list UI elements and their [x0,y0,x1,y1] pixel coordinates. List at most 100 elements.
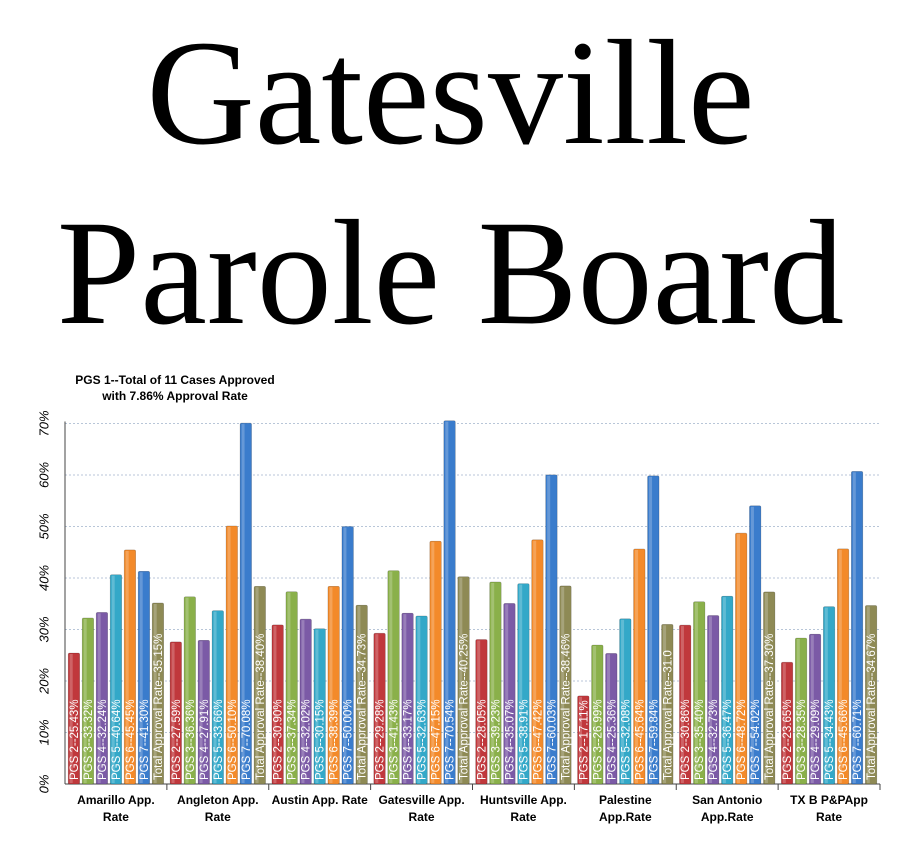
bar-value-label: PGS 6--45.64% [634,699,646,780]
bar-highlight [824,607,828,783]
bar-highlight [171,642,175,783]
bar [851,471,864,785]
bar-highlight [315,629,319,783]
bar-value-label: PGS 3--41.43% [389,699,401,780]
bar [211,610,224,785]
bar [795,637,808,785]
bar-highlight [403,614,407,783]
category-label: Rate [409,810,435,824]
bar-value-label: PGS 7--41.30% [139,699,151,780]
bar-value-label: PGS 5--38.91% [518,699,530,780]
bar [327,585,340,785]
bar-value-label: PGS 3--33.32% [83,699,95,780]
bar [647,475,660,785]
bar-highlight [301,620,305,783]
bar-value-label: PGS 7--70.54% [445,699,457,780]
bar [809,633,822,785]
bar-highlight [810,635,814,783]
bar [865,605,878,785]
bar-highlight [491,582,495,783]
bar-highlight [69,654,73,783]
bar-highlight [153,603,157,783]
bar-highlight [241,424,245,783]
bar-value-label: PGS 3--35.40% [694,699,706,780]
bar-highlight [343,527,347,783]
bar-highlight [477,640,481,783]
y-tick-label: 0% [36,775,51,794]
bar-highlight [649,476,653,783]
bar-value-label: PGS 2--17.11% [578,700,590,780]
bar-value-label: Total Approval Rate--38.40% [255,634,267,780]
bar-highlight [621,619,625,783]
bar-value-label: PGS 2--30.90% [273,699,285,780]
approval-rate-chart: 0%10%20%30%40%50%60%70% PGS 2--25.43% PGS… [36,373,881,824]
bar-highlight [750,506,754,783]
bar-highlight [607,654,611,783]
bar [721,595,734,785]
bar-value-label: PGS 3--28.35% [796,699,808,780]
bar [531,539,544,785]
bar-highlight [866,606,870,783]
bar-highlight [680,626,684,783]
bar-value-label: Total Approval Rate--31.0 [662,650,674,780]
bar-value-label: PGS 3--37.34% [287,699,299,780]
y-tick-label: 60% [36,462,51,488]
bar-highlight [533,540,537,783]
bar [443,420,456,785]
bar [489,581,502,785]
bar [137,571,150,785]
bar [475,639,488,785]
bar-highlight [838,549,842,783]
bar-value-label: PGS 2--30.86% [680,699,692,780]
bar-highlight [722,597,726,783]
bar [95,612,108,785]
bar-value-label: PGS 5--32.63% [417,699,429,780]
bar-value-label: Total Approval Rate--40.25% [459,634,471,780]
category-label: Amarillo App. [77,793,155,807]
bar-value-label: PGS 5--33.66% [213,699,225,780]
bar [457,576,470,785]
bar-value-label: PGS 2--23.65% [782,699,794,780]
bar-highlight [273,625,277,783]
bar [679,624,692,785]
category-label: Rate [205,810,231,824]
bar-value-label: PGS 6--45.66% [838,699,850,780]
bar [81,617,94,785]
bar-value-label: PGS 4--27.91% [199,699,211,780]
bar-value-label: PGS 7--59.84% [648,699,660,780]
bar-highlight [561,586,565,783]
bar [735,532,748,785]
bar-highlight [111,575,115,783]
bar-highlight [287,592,291,783]
bar [823,606,836,785]
bar-value-label: PGS 2--28.05% [476,699,488,780]
bar-highlight [83,618,87,783]
bar-highlight [417,616,421,783]
bar-value-label: PGS 7--50.00% [343,699,355,780]
bar [355,604,368,785]
y-tick-label: 10% [36,719,51,745]
bar-value-label: Total Approval Rate--34.73% [357,634,369,780]
category-label: Palestine [599,793,652,807]
bar-value-label: Total Approval Rate--37.30% [764,634,776,780]
bar-value-label: PGS 7--70.08% [241,699,253,780]
bar [545,474,558,785]
bar [781,661,794,785]
bar [271,624,284,785]
bar-value-label: PGS 6--48.72% [736,699,748,780]
bar-highlight [213,611,217,783]
bar-highlight [185,597,189,783]
bar-value-label: PGS 5--30.15% [315,699,327,780]
bar-value-label: PGS 2--27.59% [171,699,183,780]
bar-value-label: PGS 6--50.10% [227,699,239,780]
category-label: Huntsville App. [480,793,567,807]
bar [633,548,646,785]
bar [707,615,720,785]
bar-highlight [375,634,379,783]
bar-highlight [736,534,740,783]
bar-value-label: PGS 3--36.36% [185,699,197,780]
bar-value-label: PGS 5--32.08% [620,699,632,780]
bar [605,653,618,785]
bar-highlight [635,549,639,783]
bar-value-label: PGS 4--32.73% [708,699,720,780]
